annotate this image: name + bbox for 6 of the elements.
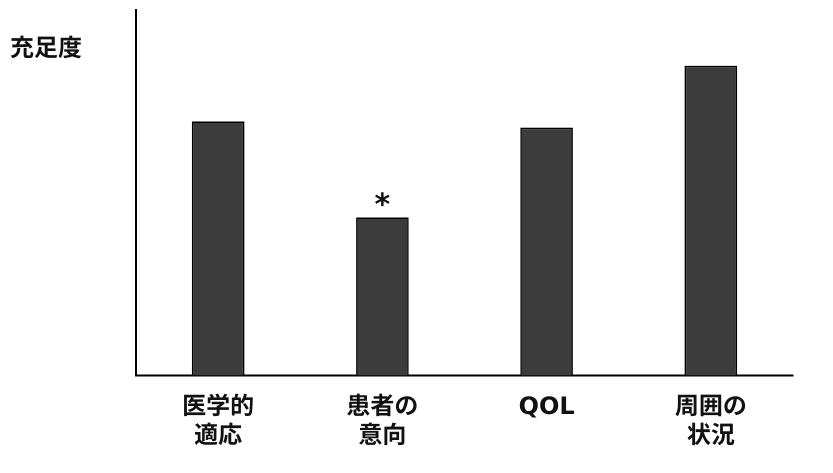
annotation: * <box>374 187 391 222</box>
y-axis-title: 充足度 <box>10 34 82 62</box>
x-tick-label: 周囲の状況 <box>674 392 747 449</box>
x-tick-label: QOL <box>518 392 575 420</box>
x-tick-label: 患者の意向 <box>346 392 418 449</box>
x-tick-label: 医学的適応 <box>182 392 254 449</box>
